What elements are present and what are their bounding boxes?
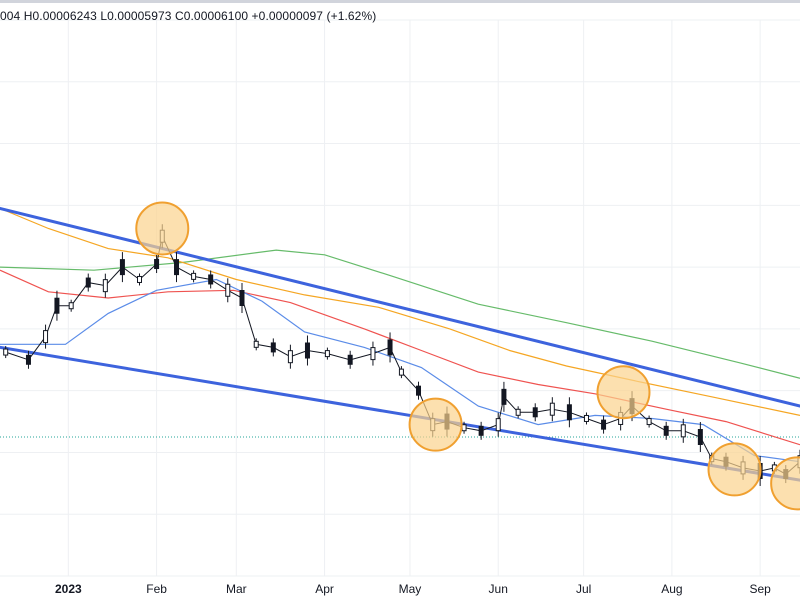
candle-body (102, 279, 108, 293)
candle-body (253, 340, 259, 348)
candle-body (68, 302, 74, 310)
x-axis: 2023 Feb Mar Apr May Jun Jul Aug Sep (55, 582, 771, 596)
x-tick-label: Jul (576, 582, 591, 596)
candle-body (697, 429, 703, 445)
ohlc-legend: 004 H0.00006243 L0.00005973 C0.00006100 … (0, 9, 377, 23)
candle-body (287, 350, 293, 364)
x-tick-label: Jun (489, 582, 508, 596)
moving-averages (0, 207, 800, 463)
candle-body (208, 274, 214, 285)
ma-green-line (0, 249, 800, 379)
descending-channel (0, 206, 800, 482)
x-tick-label: Mar (226, 582, 247, 596)
candle-body (549, 402, 555, 416)
candle-body (416, 385, 422, 396)
grid (0, 19, 800, 577)
candle-body (85, 277, 91, 288)
highlight-circle-1 (135, 201, 190, 256)
candle-body (515, 408, 521, 416)
candle-body (387, 339, 393, 356)
price-series (3, 224, 800, 486)
candle-body (495, 418, 501, 432)
highlight-circles (135, 201, 800, 511)
channel-upper-line (0, 206, 800, 408)
candle-body (398, 368, 404, 376)
candle-body (347, 354, 353, 365)
ma-red-line (0, 269, 800, 446)
candle-body (304, 342, 310, 359)
candle-body (25, 354, 31, 365)
candle-body (501, 388, 507, 405)
channel-lower-line (0, 345, 800, 482)
x-tick-label: Sep (749, 582, 771, 596)
candle-body (583, 414, 589, 422)
highlight-circle-5 (770, 456, 800, 511)
candle-body (566, 404, 572, 421)
top-divider (0, 0, 800, 3)
highlight-circle-3 (596, 365, 651, 420)
x-tick-label: Aug (661, 582, 682, 596)
candle-body (137, 275, 143, 283)
candle-body (54, 297, 60, 314)
candle-body (154, 259, 160, 270)
x-tick-label: Feb (146, 582, 167, 596)
candle-body (680, 424, 686, 438)
candle-body (119, 259, 125, 276)
candle-body (370, 347, 376, 361)
candle-body (601, 419, 607, 430)
candle-body (324, 350, 330, 358)
x-tick-label: 2023 (55, 582, 82, 596)
ma-blue-line (0, 278, 800, 463)
candle-body (646, 418, 652, 426)
candle-body (191, 272, 197, 280)
candle-body (532, 407, 538, 418)
candle-body (43, 330, 49, 344)
highlight-circle-2 (408, 397, 463, 452)
highlight-circle-4 (707, 442, 762, 497)
x-tick-label: Apr (315, 582, 334, 596)
candle-body (239, 290, 245, 306)
candle-body (461, 424, 467, 432)
candle-body (174, 259, 180, 276)
candle-body (270, 342, 276, 353)
candle-body (3, 348, 9, 356)
candle-body (663, 425, 669, 436)
x-tick-label: May (399, 582, 422, 596)
candle-body (225, 283, 231, 297)
candle-body (478, 425, 484, 436)
